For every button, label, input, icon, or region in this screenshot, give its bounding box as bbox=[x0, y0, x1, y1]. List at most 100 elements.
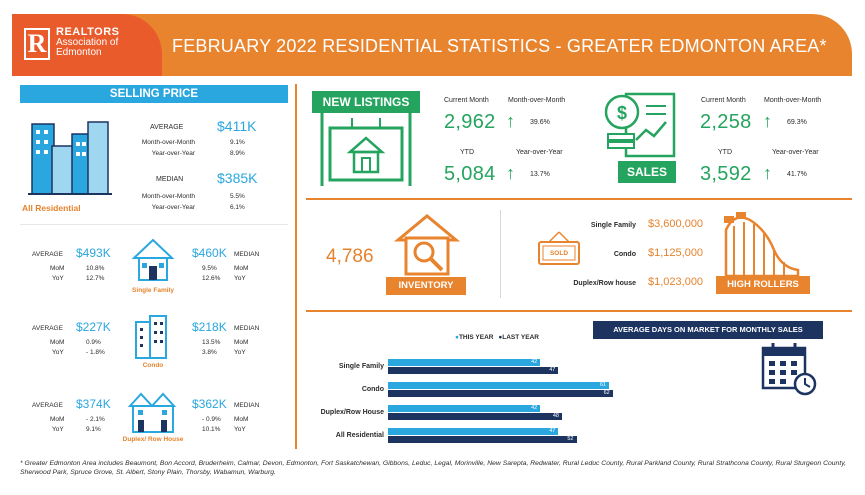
hr-type-duplex: Duplex/Row house bbox=[573, 280, 636, 287]
high-rollers-banner: HIGH ROLLERS bbox=[716, 276, 810, 294]
condo-mom-label: MoM bbox=[50, 339, 65, 346]
duplex-med-mom-label: MoM bbox=[234, 416, 249, 423]
chart-category-label: Single Family bbox=[338, 363, 384, 370]
duplex-avg-yoy-value: 9.1% bbox=[86, 426, 101, 433]
sf-median-value: $460K bbox=[192, 246, 227, 260]
chart-bar: 42 bbox=[388, 405, 541, 412]
nl-ytd-label: YTD bbox=[460, 149, 474, 156]
chart-category-label: Condo bbox=[361, 386, 384, 393]
selling-price-banner: SELLING PRICE bbox=[20, 85, 288, 103]
nl-yoy-label: Year-over-Year bbox=[516, 149, 563, 156]
duplex-label: Duplex/ Row House bbox=[122, 436, 184, 443]
new-listings-banner: NEW LISTINGS bbox=[312, 91, 420, 113]
divider bbox=[20, 224, 288, 225]
duplex-median-label: MEDIAN bbox=[234, 402, 260, 409]
condo-average-value: $227K bbox=[76, 320, 111, 334]
sales-yoy-label: Year-over-Year bbox=[772, 149, 819, 156]
realtor-logo-icon: R bbox=[24, 28, 50, 60]
sales-yoy-value: 41.7% bbox=[787, 171, 807, 178]
svg-text:$: $ bbox=[617, 103, 627, 123]
page-title: FEBRUARY 2022 RESIDENTIAL STATISTICS - G… bbox=[172, 36, 827, 56]
days-on-market-chart: Single Family 42 47 Condo 61 62 Duplex/Row Hou… bbox=[296, 354, 626, 450]
sales-mom-label: Month-over-Month bbox=[764, 97, 822, 104]
divider bbox=[500, 210, 501, 298]
chart-bar: 52 bbox=[388, 436, 577, 443]
single-family-house-icon bbox=[131, 238, 175, 281]
sf-med-yoy-value: 12.6% bbox=[202, 275, 221, 282]
sf-yoy-label: YoY bbox=[52, 275, 64, 282]
sales-document-icon: $ bbox=[604, 92, 676, 158]
all-median-label: MEDIAN bbox=[156, 176, 184, 183]
footnote: * Greater Edmonton Area includes Beaumon… bbox=[20, 460, 846, 476]
sf-mom-label: MoM bbox=[50, 265, 65, 272]
chart-data-label: 48 bbox=[552, 413, 559, 419]
legend-last-year: LAST YEAR bbox=[502, 334, 539, 341]
sf-label: Single Family bbox=[132, 287, 174, 294]
buildings-icon bbox=[28, 121, 112, 195]
condo-building-icon bbox=[135, 315, 167, 359]
condo-avg-mom-value: 0.9% bbox=[86, 339, 101, 346]
sf-average-label: AVERAGE bbox=[32, 251, 63, 258]
up-arrow-icon: ↑ bbox=[506, 163, 515, 183]
duplex-avg-mom-value: - 2.1% bbox=[86, 416, 105, 423]
duplex-median-value: $362K bbox=[192, 397, 227, 411]
nl-current-label: Current Month bbox=[444, 97, 489, 104]
column-divider bbox=[295, 84, 297, 449]
duplex-mom-label: MoM bbox=[50, 416, 65, 423]
all-residential-label: All Residential bbox=[22, 203, 81, 213]
sales-ytd-label: YTD bbox=[718, 149, 732, 156]
chart-data-label: 52 bbox=[567, 436, 574, 442]
all-median-value: $385K bbox=[217, 170, 258, 186]
divider bbox=[306, 198, 852, 200]
sales-banner: SALES bbox=[618, 161, 676, 183]
chart-legend: ●THIS YEAR ●LAST YEAR bbox=[455, 334, 539, 341]
hr-price-condo: $1,125,000 bbox=[648, 247, 704, 259]
all-avg-mom-label: Month-over-Month bbox=[141, 139, 195, 146]
logo-text: REALTORS Association of Edmonton bbox=[56, 27, 120, 58]
condo-median-value: $218K bbox=[192, 320, 227, 334]
sf-avg-yoy-value: 12.7% bbox=[86, 275, 105, 282]
sales-mom-value: 69.3% bbox=[787, 119, 807, 126]
logo-line1: REALTORS bbox=[56, 26, 120, 38]
chart-data-label: 62 bbox=[603, 390, 610, 396]
sales-ytd-value: 3,592 bbox=[700, 163, 752, 185]
sf-med-mom-label: MoM bbox=[234, 265, 249, 272]
chart-bar: 62 bbox=[388, 390, 613, 397]
chart-data-label: 61 bbox=[600, 382, 607, 388]
duplex-med-yoy-label: YoY bbox=[234, 426, 246, 433]
nl-mom-value: 39.6% bbox=[530, 119, 550, 126]
up-arrow-icon: ↑ bbox=[763, 163, 772, 183]
nl-yoy-value: 13.7% bbox=[530, 171, 550, 178]
all-avg-mom-value: 9.1% bbox=[230, 139, 245, 146]
hr-type-condo: Condo bbox=[613, 251, 636, 258]
condo-avg-yoy-value: - 1.8% bbox=[86, 349, 105, 356]
up-arrow-icon: ↑ bbox=[763, 111, 772, 131]
all-med-yoy-label: Year-over-Year bbox=[151, 204, 195, 211]
duplex-house-icon bbox=[128, 392, 177, 433]
chart-bar: 47 bbox=[388, 428, 559, 435]
chart-category-label: All Residential bbox=[335, 432, 384, 439]
sf-median-label: MEDIAN bbox=[234, 251, 260, 258]
condo-yoy-label: YoY bbox=[52, 349, 64, 356]
hr-price-single: $3,600,000 bbox=[648, 218, 704, 230]
legend-dot-this-year: ● bbox=[455, 334, 459, 341]
nl-current-value: 2,962 bbox=[444, 111, 496, 133]
all-avg-yoy-label: Year-over-Year bbox=[151, 150, 195, 157]
duplex-average-label: AVERAGE bbox=[32, 402, 63, 409]
all-avg-yoy-value: 8.9% bbox=[230, 150, 245, 157]
inventory-value: 4,786 bbox=[326, 246, 374, 267]
roller-coaster-icon bbox=[724, 212, 800, 278]
sf-med-mom-value: 9.5% bbox=[202, 265, 217, 272]
all-med-yoy-value: 6.1% bbox=[230, 204, 245, 211]
duplex-med-mom-value: - 0.9% bbox=[202, 416, 221, 423]
house-magnifier-icon bbox=[394, 214, 460, 276]
sold-sign-text: SOLD bbox=[549, 250, 569, 257]
sf-average-value: $493K bbox=[76, 246, 111, 260]
nl-ytd-value: 5,084 bbox=[444, 163, 496, 185]
divider bbox=[306, 310, 852, 312]
sales-current-label: Current Month bbox=[701, 97, 746, 104]
days-on-market-banner: AVERAGE DAYS ON MARKET FOR MONTHLY SALES bbox=[593, 321, 823, 339]
logo-line3: Edmonton bbox=[56, 47, 102, 58]
duplex-yoy-label: YoY bbox=[52, 426, 64, 433]
chart-data-label: 47 bbox=[549, 428, 556, 434]
